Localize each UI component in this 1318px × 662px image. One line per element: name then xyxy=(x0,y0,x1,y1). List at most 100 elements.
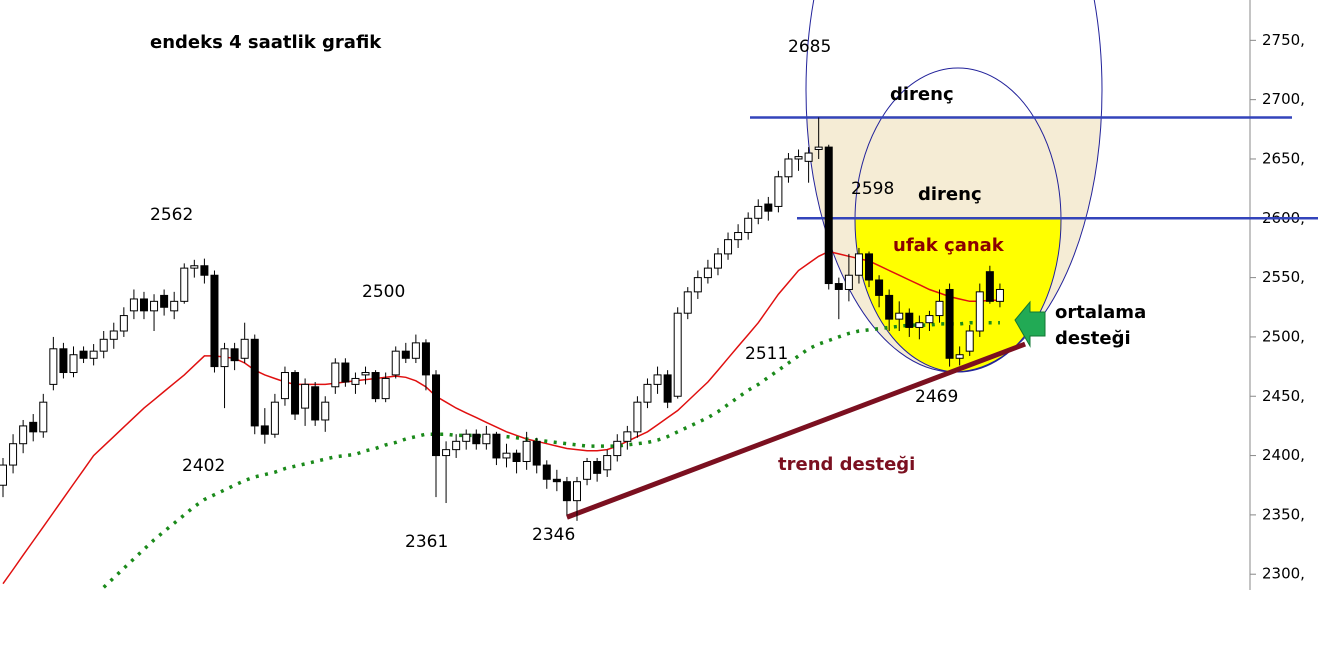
candle-body xyxy=(995,288,1004,302)
trend-line xyxy=(566,341,1026,520)
candle-body xyxy=(9,443,18,466)
candle-body xyxy=(260,425,269,435)
candle-body xyxy=(291,372,300,415)
candle-body xyxy=(301,383,310,409)
candle-body xyxy=(512,452,521,463)
annotation: trend desteği xyxy=(778,454,915,475)
candle-body xyxy=(814,146,823,150)
candle-body xyxy=(220,348,229,368)
candle-body xyxy=(341,362,350,383)
candle-body xyxy=(613,440,622,457)
candle-body xyxy=(190,265,199,269)
arrow xyxy=(1014,300,1046,348)
annotation: ortalama xyxy=(1055,302,1146,323)
candle-body xyxy=(230,348,239,362)
candle-body xyxy=(925,315,934,324)
candle-body xyxy=(713,253,722,269)
candle-body xyxy=(572,481,581,502)
candle-body xyxy=(915,322,924,328)
candle-body xyxy=(200,265,209,276)
candle-body xyxy=(331,362,340,388)
candle-body xyxy=(109,330,118,340)
candle-body xyxy=(129,298,138,312)
candle-body xyxy=(975,291,984,332)
candle-body xyxy=(542,464,551,480)
candle-body xyxy=(321,401,330,421)
candle-body xyxy=(905,312,914,328)
candle-body xyxy=(552,478,561,483)
candle-body xyxy=(593,461,602,474)
candle-body xyxy=(432,374,441,457)
annotation: 2685 xyxy=(788,37,831,57)
y-tick-label: 2400, xyxy=(1262,446,1305,464)
annotation: 2500 xyxy=(362,282,405,302)
decoration xyxy=(805,0,1251,590)
candle-body xyxy=(69,354,78,374)
candle-body xyxy=(854,253,863,276)
candle-body xyxy=(935,300,944,317)
candle-body xyxy=(945,288,954,359)
candle-body xyxy=(885,294,894,320)
annotation: 2469 xyxy=(915,387,958,407)
candle-body xyxy=(180,267,189,302)
candle-body xyxy=(160,294,169,308)
y-tick-label: 2550, xyxy=(1262,268,1305,286)
candle-body xyxy=(59,348,68,374)
candle-body xyxy=(703,267,712,279)
candle-body xyxy=(673,312,682,397)
candle-body xyxy=(150,300,159,312)
annotation: direnç xyxy=(890,84,954,105)
y-tick-label: 2750, xyxy=(1262,31,1305,49)
candle-body xyxy=(99,338,108,352)
candle-body xyxy=(401,350,410,359)
annotation: 2598 xyxy=(851,179,894,199)
candle-body xyxy=(865,253,874,281)
candle-body xyxy=(311,386,320,421)
candle-body xyxy=(29,421,38,433)
candle-body xyxy=(250,338,259,427)
candle-body xyxy=(562,481,571,502)
candle-body xyxy=(532,440,541,466)
candle-body xyxy=(39,401,48,433)
candle-body xyxy=(663,374,672,403)
candle-body xyxy=(683,291,692,314)
candle-body xyxy=(361,372,370,376)
candle-body xyxy=(965,330,974,352)
candle-body xyxy=(583,461,592,480)
candle-body xyxy=(794,156,803,160)
annotation: ufak çanak xyxy=(893,235,1005,256)
candle-body xyxy=(774,176,783,207)
candle-body xyxy=(754,205,763,219)
small-bowl-fill xyxy=(855,218,1061,372)
candle-body xyxy=(603,455,612,471)
candle-body xyxy=(764,203,773,212)
moving-average xyxy=(2,250,1000,585)
candle-body xyxy=(421,342,430,376)
candle-body xyxy=(522,440,531,463)
candle-body xyxy=(462,433,471,442)
candle-body xyxy=(472,433,481,445)
annotation: 2511 xyxy=(745,344,788,364)
candle-body xyxy=(955,354,964,359)
candle-body xyxy=(452,440,461,451)
candle-body xyxy=(19,425,28,445)
annotation: 2562 xyxy=(150,205,193,225)
candle-body xyxy=(985,271,994,302)
candle-body xyxy=(371,372,380,400)
candle-body xyxy=(170,300,179,312)
candle-body xyxy=(724,239,733,255)
candle-body xyxy=(623,431,632,442)
annotation: desteği xyxy=(1055,328,1131,349)
y-tick-label: 2350, xyxy=(1262,505,1305,523)
candle-body xyxy=(49,348,58,385)
candle-body xyxy=(784,158,793,178)
candle-body xyxy=(875,279,884,296)
candle-body xyxy=(824,146,833,285)
candle-body xyxy=(139,298,148,312)
candle-body xyxy=(442,449,451,457)
candle-body xyxy=(240,338,249,359)
candle-body xyxy=(502,452,511,459)
candle-body xyxy=(744,217,753,234)
candle-body xyxy=(643,383,652,403)
